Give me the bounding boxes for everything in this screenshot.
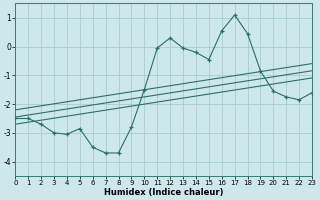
X-axis label: Humidex (Indice chaleur): Humidex (Indice chaleur) <box>104 188 223 197</box>
